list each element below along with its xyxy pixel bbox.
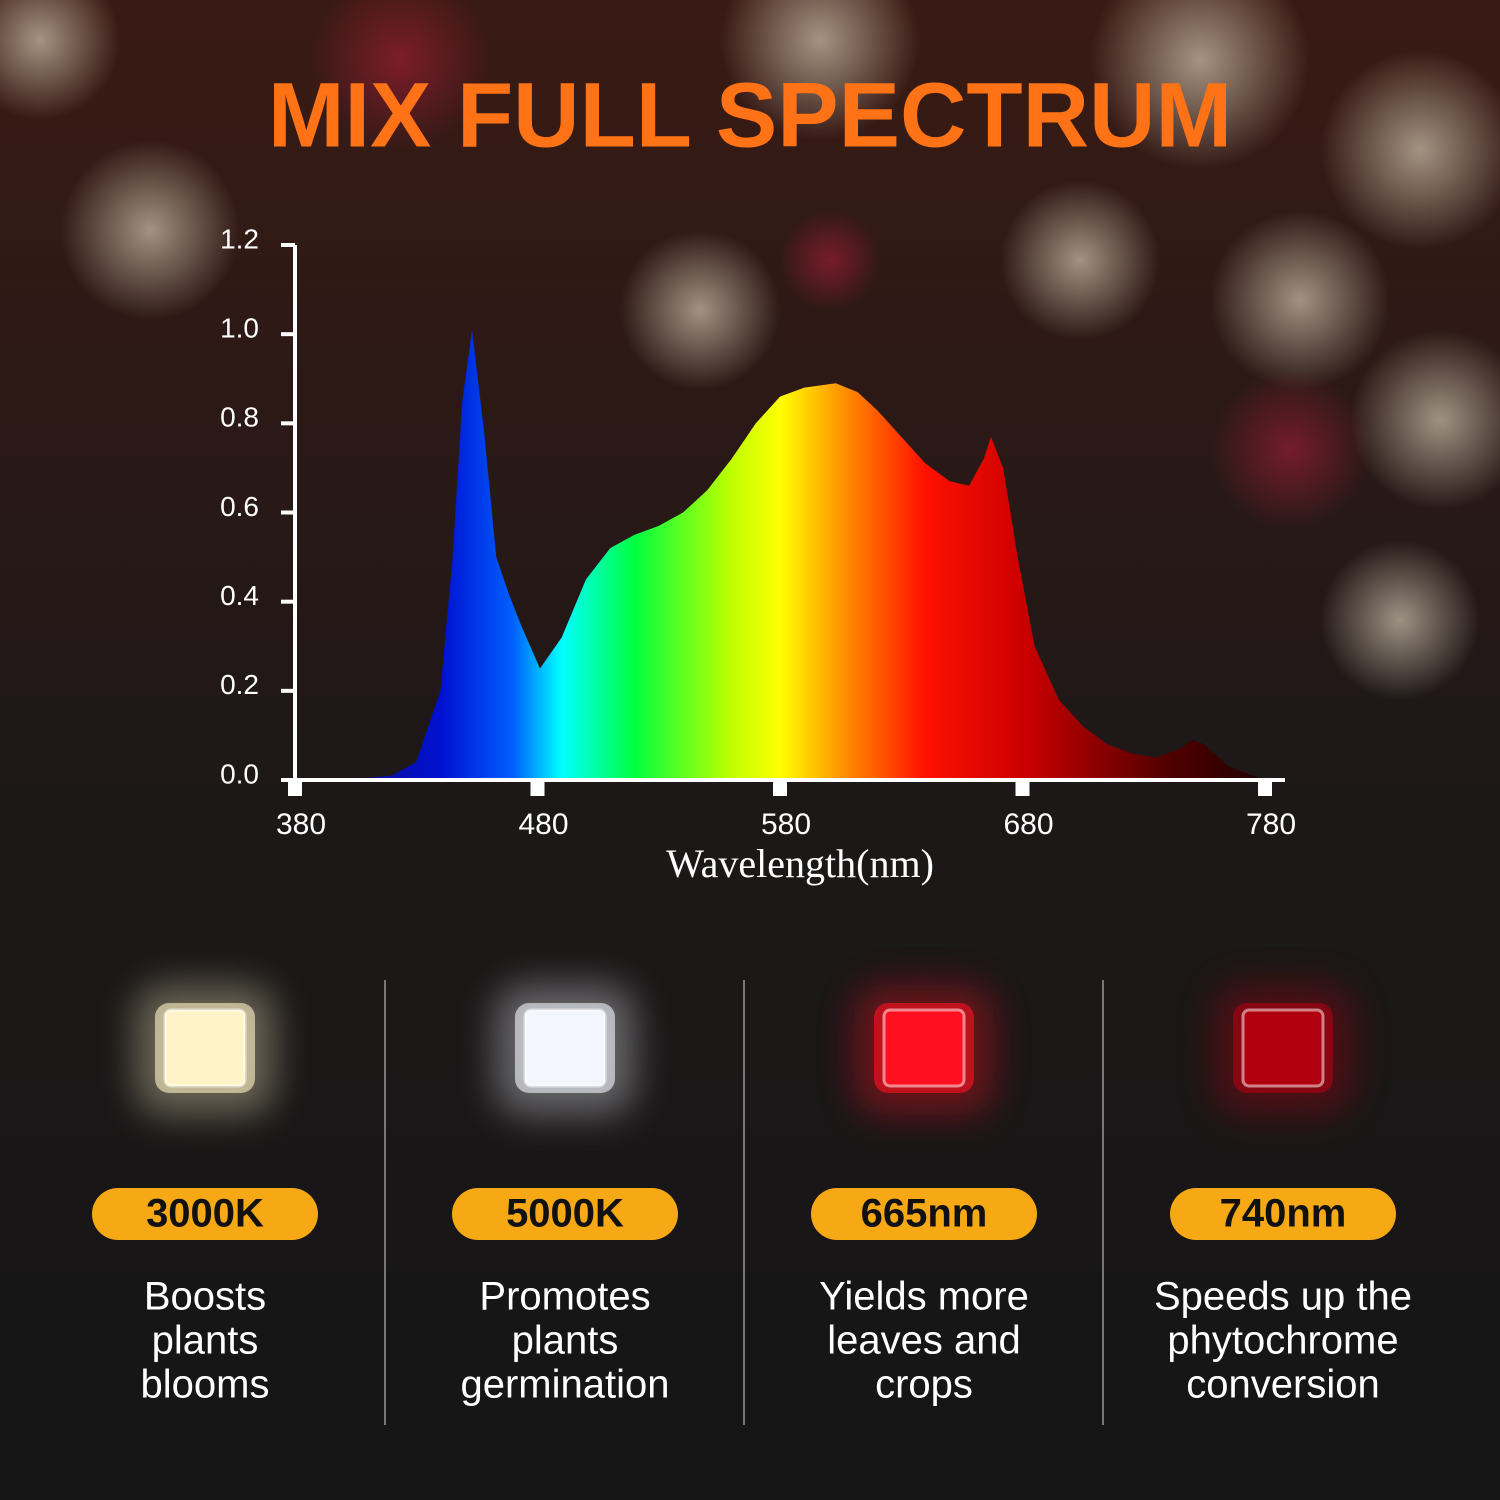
plot: 0.0 0.2 0.4 0.6 0.8 1.0 1.2 380 480 580 680 780 (220, 223, 1296, 841)
card-description: Promotes (479, 1275, 650, 1319)
card-description: plants (512, 1319, 619, 1363)
x-tick-label: 380 (276, 808, 326, 841)
cards: 3000KBoostsplantsblooms5000KPromotesplan… (92, 980, 1412, 1425)
spectrum-area (295, 329, 1265, 780)
y-tick-label: 0.8 (220, 402, 259, 433)
label-pill (811, 1188, 1037, 1240)
x-tick-label: 680 (1003, 808, 1053, 841)
x-tick (1258, 780, 1272, 796)
card-description: Boosts (144, 1275, 266, 1319)
card-description: phytochrome (1167, 1319, 1398, 1363)
card-description: germination (460, 1363, 669, 1407)
card-description: crops (875, 1363, 973, 1407)
card-label: 5000K (506, 1192, 624, 1236)
card-label: 3000K (146, 1192, 264, 1236)
y-tick-label: 1.2 (220, 223, 259, 254)
y-tick-label: 0.4 (220, 580, 259, 611)
card-description: Yields more (819, 1275, 1029, 1319)
led-chip (1241, 1008, 1325, 1088)
x-tick (1015, 780, 1030, 796)
card-description: leaves and (827, 1319, 1020, 1363)
led-chip (163, 1008, 247, 1088)
label-pill (452, 1188, 678, 1240)
label-pill (1170, 1188, 1396, 1240)
card-label: 740nm (1220, 1192, 1347, 1236)
x-tick (530, 780, 545, 796)
card-description: plants (152, 1319, 259, 1363)
y-tick-label: 0.0 (220, 758, 259, 789)
title: MIX FULL SPECTRUM (268, 64, 1232, 166)
y-tick-label: 1.0 (220, 313, 259, 344)
x-tick (288, 780, 302, 796)
label-pill (92, 1188, 318, 1240)
x-tick (773, 780, 787, 796)
card-label: 665nm (861, 1192, 988, 1236)
card-description: Speeds up the (1154, 1275, 1412, 1319)
x-tick-label: 780 (1246, 808, 1296, 841)
x-tick-label: 580 (761, 808, 811, 841)
led-chip (882, 1008, 966, 1088)
x-tick-label: 480 (518, 808, 568, 841)
led-chip (523, 1008, 607, 1088)
bokeh (0, 0, 1500, 700)
y-tick-label: 0.6 (220, 491, 259, 522)
card-description: conversion (1186, 1363, 1379, 1407)
x-axis-label: Wavelength(nm) (666, 841, 934, 886)
y-tick-label: 0.2 (220, 669, 259, 700)
card-description: blooms (141, 1363, 270, 1407)
